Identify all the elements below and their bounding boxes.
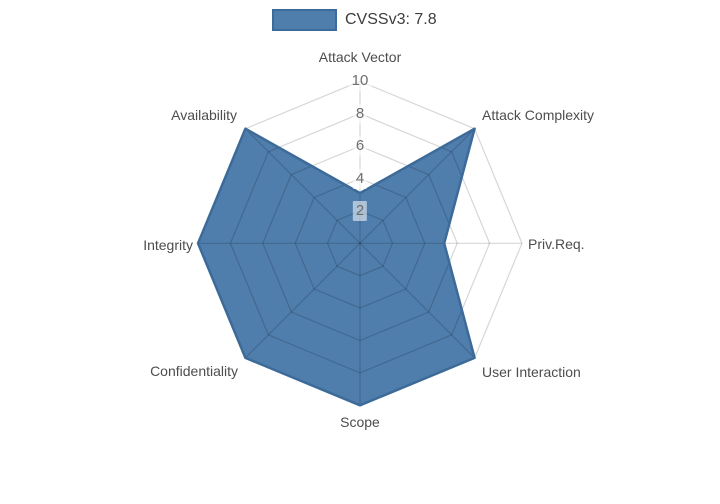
- axis-label-attack-vector: Attack Vector: [318, 49, 402, 65]
- series-fill-polygon: [198, 128, 475, 406]
- grid-ring-6: [262, 145, 458, 342]
- grid-spoke-7: [245, 128, 361, 244]
- legend-item[interactable]: CVSSv3: 7.8: [272, 9, 437, 31]
- axis-label-confidentiality: Confidentiality: [150, 363, 238, 379]
- legend-series-label: CVSSv3: 7.8: [345, 11, 437, 28]
- radial-tick-label-8: 8: [352, 104, 368, 124]
- axis-label-availability: Availability: [171, 107, 237, 123]
- grid-spoke-3: [359, 242, 475, 359]
- grid-ring-8: [229, 113, 491, 374]
- axis-label-scope: Scope: [340, 414, 380, 430]
- axis-label-user-interaction: User Interaction: [482, 364, 581, 380]
- legend-swatch: [272, 9, 337, 31]
- axis-label-attack-complexity: Attack Complexity: [482, 107, 595, 123]
- radial-tick-label-2: 2: [352, 201, 368, 221]
- series-edge-polygon: [196, 127, 476, 407]
- radial-tick-label-10: 10: [348, 71, 372, 91]
- radial-tick-label-4: 4: [352, 169, 368, 189]
- axis-label-priv-req: Priv.Req.: [528, 236, 585, 252]
- grid-ring-4: [294, 177, 426, 309]
- grid-spoke-1: [359, 128, 475, 244]
- grid-ring-2: [326, 210, 394, 277]
- grid-spoke-5: [245, 242, 361, 359]
- axis-label-integrity: Integrity: [143, 237, 193, 253]
- radial-tick-label-6: 6: [352, 136, 368, 156]
